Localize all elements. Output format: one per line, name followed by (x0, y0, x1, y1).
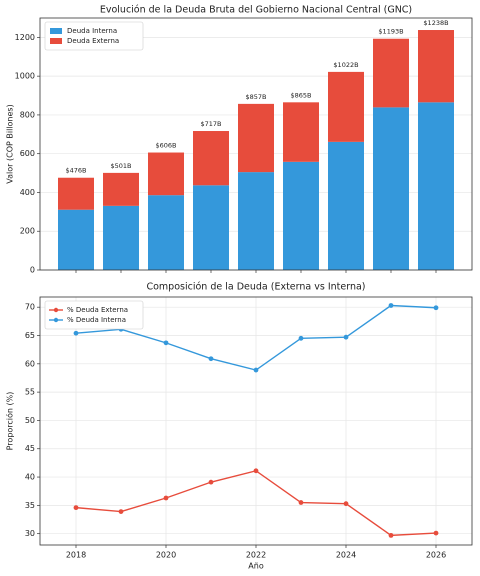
legend-swatch (50, 28, 62, 34)
total-label: $606B (155, 142, 176, 150)
point (73, 505, 79, 511)
y-tick-label: 200 (20, 227, 35, 236)
point (163, 340, 169, 346)
y-tick-label: 45 (25, 444, 35, 453)
bar-segment (283, 161, 319, 270)
y-tick-label: 800 (20, 110, 35, 119)
bar-segment (58, 177, 94, 210)
point (298, 335, 304, 341)
y-tick-label: 70 (25, 303, 35, 312)
total-label: $1022B (333, 61, 358, 69)
total-label: $857B (245, 93, 266, 101)
legend: % Deuda Externa % Deuda Interna (44, 300, 144, 330)
y-tick-label: 40 (25, 473, 35, 482)
bar-segment (328, 71, 364, 142)
bar-segment (148, 195, 184, 270)
y-tick-label: 35 (25, 501, 35, 510)
bar-segment (418, 102, 454, 270)
point (253, 367, 259, 373)
x-axis-label: Año (248, 562, 264, 571)
point (163, 495, 169, 501)
bar-segment (58, 209, 94, 270)
y-tick-label: 50 (25, 416, 35, 425)
legend-box (44, 300, 144, 330)
y-tick-label: 1200 (15, 33, 35, 42)
point (388, 303, 394, 308)
legend-box (44, 21, 144, 51)
legend-swatch (53, 317, 59, 323)
bar-segment (373, 107, 409, 271)
legend-label: % Deuda Externa (67, 306, 128, 314)
y-tick-label: 30 (25, 529, 35, 538)
legend-label: Deuda Interna (67, 27, 117, 35)
bar-segment (148, 152, 184, 196)
x-tick-label: 2018 (66, 551, 86, 560)
total-label: $717B (200, 120, 221, 128)
bar-segment (328, 141, 364, 270)
legend: Deuda Interna Deuda Externa (44, 21, 144, 51)
total-label: $1238B (423, 19, 448, 27)
y-tick-label: 600 (20, 149, 35, 158)
chart-title: Composición de la Deuda (Externa vs Inte… (146, 282, 365, 293)
y-tick-label: 65 (25, 331, 35, 340)
point (343, 334, 349, 340)
point (433, 530, 439, 536)
point (208, 479, 214, 485)
legend-swatch (53, 307, 59, 313)
point (298, 500, 304, 505)
bar-segment (238, 172, 274, 270)
bar-segment (193, 131, 229, 186)
x-tick-label: 2020 (156, 551, 176, 560)
total-label: $865B (290, 91, 311, 99)
x-tick-label: 2022 (246, 551, 266, 560)
total-label: $476B (65, 167, 86, 175)
y-tick-label: 400 (20, 188, 35, 197)
point (388, 532, 394, 538)
x-tick-label: 2026 (426, 551, 446, 560)
bar-segment (103, 172, 139, 206)
y-tick-label: 60 (25, 359, 35, 368)
y-tick-label: 0 (30, 266, 35, 275)
plot-frame (39, 17, 473, 271)
bar-segment (103, 205, 139, 270)
legend-label: % Deuda Interna (67, 316, 126, 324)
y-tick-label: 1000 (15, 72, 35, 81)
bar-segment (373, 38, 409, 108)
legend-swatch (50, 38, 62, 44)
chart-title: Evolución de la Deuda Bruta del Gobierno… (100, 5, 412, 16)
point (73, 330, 79, 336)
point (433, 305, 439, 311)
y-axis-label: Valor (COP Billones) (6, 104, 15, 183)
y-axis-label: Proporción (%) (5, 392, 15, 451)
point (208, 356, 214, 362)
legend-label: Deuda Externa (67, 37, 119, 45)
point (343, 501, 349, 507)
x-tick-label: 2024 (336, 551, 356, 560)
point (253, 468, 259, 474)
y-tick-label: 55 (25, 388, 35, 397)
total-label: $1193B (378, 28, 403, 36)
point (118, 509, 124, 514)
bar-segment (193, 185, 229, 270)
bar-segment (238, 103, 274, 173)
total-label: $501B (110, 162, 131, 170)
bar-segment (418, 30, 454, 103)
bar-segment (283, 102, 319, 162)
plot-frame (39, 296, 473, 546)
